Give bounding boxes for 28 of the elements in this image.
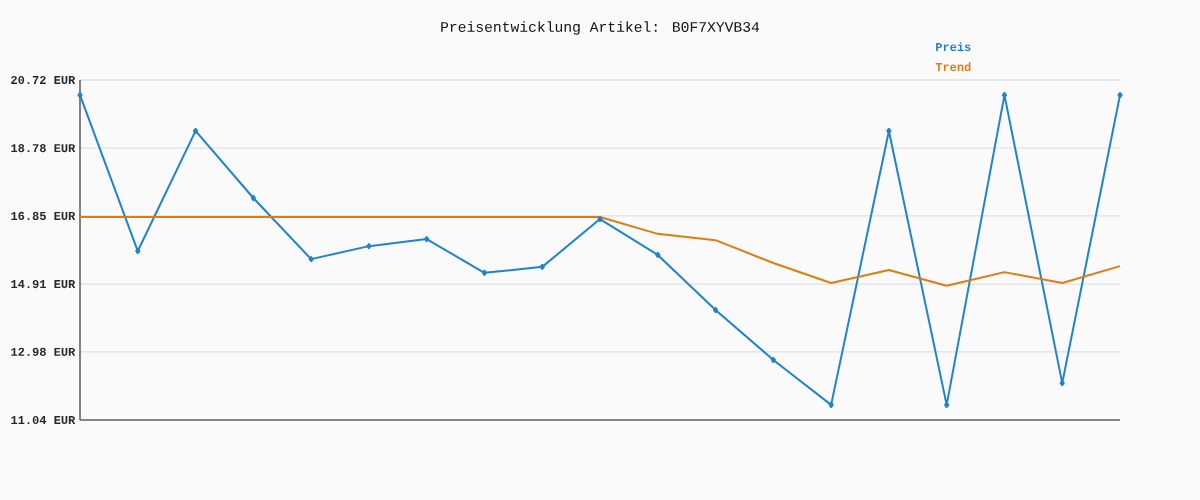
point [770,356,776,364]
y-tick-label: 11.04 EUR [11,415,76,425]
y-tick-label: 14.91 EUR [11,279,76,289]
point [424,235,430,243]
text: Trend [935,62,971,72]
point [655,251,661,259]
point [366,243,372,250]
point [250,194,256,202]
point [1059,379,1065,387]
point [828,401,834,409]
point [597,215,603,223]
point [539,263,545,270]
point [944,401,950,409]
point [192,127,199,135]
point [712,306,719,314]
chart-title: Preisentwicklung Artikel: B0F7XYVB34 [441,21,760,35]
y-tick-label: 20.72 EUR [11,75,76,85]
point [1117,91,1123,99]
point [1001,91,1008,99]
text: Preis [936,42,971,52]
y-tick-label: 16.85 EUR [11,211,76,221]
point [886,127,892,135]
point [77,91,83,99]
y-tick-label: 12.98 EUR [11,347,76,356]
point [135,247,141,255]
point [308,256,314,263]
y-tick-label: 18.78 EUR [11,144,76,153]
point [481,269,488,276]
